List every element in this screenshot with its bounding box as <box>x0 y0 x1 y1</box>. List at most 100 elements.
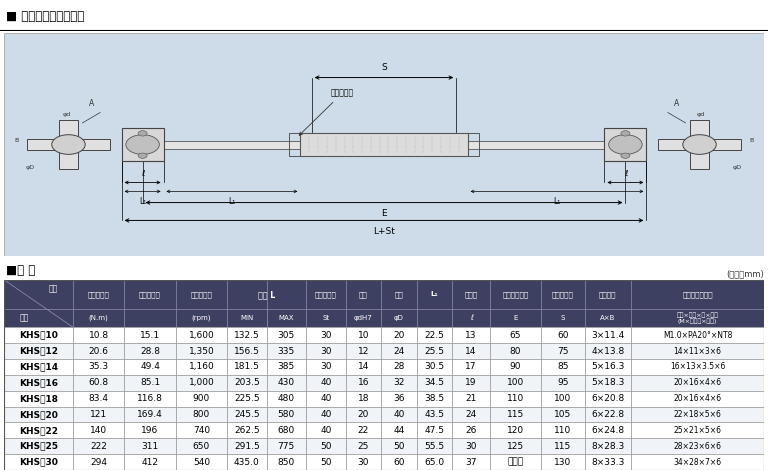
Bar <box>381 280 417 309</box>
Bar <box>452 327 490 343</box>
Text: 20: 20 <box>358 410 369 419</box>
Bar <box>417 438 452 454</box>
Text: 28.8: 28.8 <box>140 346 160 355</box>
Bar <box>4 407 73 423</box>
Bar <box>266 327 306 343</box>
Bar <box>541 407 584 423</box>
Text: 40: 40 <box>393 410 405 419</box>
Text: 20: 20 <box>393 331 405 340</box>
Text: カラー: カラー <box>508 458 524 467</box>
Bar <box>490 407 541 423</box>
Bar <box>176 438 227 454</box>
Bar <box>4 280 73 309</box>
Bar <box>490 375 541 391</box>
Text: 許容トルク: 許容トルク <box>88 291 110 298</box>
Bar <box>124 309 176 327</box>
Text: 60.8: 60.8 <box>88 378 109 387</box>
Bar <box>490 454 541 470</box>
Text: φd: φd <box>697 112 705 117</box>
Bar <box>176 280 227 309</box>
Text: スライド長: スライド長 <box>315 291 336 298</box>
Bar <box>227 343 266 359</box>
Bar <box>306 391 346 407</box>
Bar <box>124 407 176 423</box>
Bar <box>631 309 764 327</box>
Bar <box>266 391 306 407</box>
Bar <box>73 438 124 454</box>
Circle shape <box>609 135 642 154</box>
Text: 740: 740 <box>193 426 210 435</box>
Text: E: E <box>381 209 387 218</box>
Text: 14: 14 <box>465 346 477 355</box>
Bar <box>541 280 584 309</box>
Text: 25×21×5×6: 25×21×5×6 <box>674 426 722 435</box>
Text: 130: 130 <box>554 458 571 467</box>
Bar <box>266 359 306 375</box>
Bar <box>541 438 584 454</box>
Bar <box>73 375 124 391</box>
Bar <box>584 407 631 423</box>
Bar <box>227 327 266 343</box>
Text: 65.0: 65.0 <box>425 458 445 467</box>
Text: 型式: 型式 <box>20 313 29 322</box>
Bar <box>490 327 541 343</box>
Text: 580: 580 <box>278 410 295 419</box>
Bar <box>73 391 124 407</box>
Text: A: A <box>88 99 94 108</box>
Bar <box>631 438 764 454</box>
Bar <box>417 423 452 438</box>
Text: 30: 30 <box>320 331 332 340</box>
Bar <box>124 359 176 375</box>
Bar <box>417 309 452 327</box>
Bar <box>346 391 381 407</box>
Bar <box>266 343 306 359</box>
Bar <box>604 128 647 161</box>
Text: KHS－12: KHS－12 <box>19 346 58 355</box>
Bar <box>631 407 764 423</box>
Bar <box>306 309 346 327</box>
Text: 許容回転数: 許容回転数 <box>190 291 212 298</box>
Text: 21: 21 <box>465 394 477 403</box>
Text: 775: 775 <box>278 442 295 451</box>
Text: 記号: 記号 <box>49 285 58 294</box>
Bar <box>73 309 124 327</box>
Bar <box>4 343 73 359</box>
Bar <box>381 375 417 391</box>
Text: MAX: MAX <box>279 315 294 321</box>
Bar <box>227 423 266 438</box>
Text: ロールピン: ロールピン <box>300 89 354 135</box>
Text: スプライン: スプライン <box>552 291 574 298</box>
Text: 30: 30 <box>320 346 332 355</box>
Text: 50: 50 <box>320 458 332 467</box>
Bar <box>452 359 490 375</box>
Bar <box>452 309 490 327</box>
Text: 30.5: 30.5 <box>425 362 445 371</box>
Bar <box>490 391 541 407</box>
Text: KHS－25: KHS－25 <box>19 442 58 451</box>
Bar <box>306 438 346 454</box>
Text: 30: 30 <box>320 362 332 371</box>
Bar <box>4 327 73 343</box>
Text: B: B <box>15 139 19 143</box>
Text: 140: 140 <box>90 426 108 435</box>
Text: 196: 196 <box>141 426 159 435</box>
Bar <box>176 407 227 423</box>
Text: 105: 105 <box>554 410 571 419</box>
Text: 430: 430 <box>278 378 295 387</box>
Text: 85.1: 85.1 <box>140 378 160 387</box>
Text: 115: 115 <box>554 442 571 451</box>
Bar <box>73 423 124 438</box>
Text: (N.m): (N.m) <box>89 315 108 321</box>
Bar <box>73 280 124 309</box>
Text: A×B: A×B <box>600 315 615 321</box>
Text: L₁: L₁ <box>228 197 236 206</box>
Bar <box>306 327 346 343</box>
Bar <box>266 454 306 470</box>
Text: 20×16×4×6: 20×16×4×6 <box>674 394 722 403</box>
Bar <box>584 343 631 359</box>
Bar <box>381 423 417 438</box>
Text: 15.1: 15.1 <box>140 331 160 340</box>
Bar <box>657 139 741 150</box>
Bar <box>4 359 73 375</box>
Bar <box>346 375 381 391</box>
